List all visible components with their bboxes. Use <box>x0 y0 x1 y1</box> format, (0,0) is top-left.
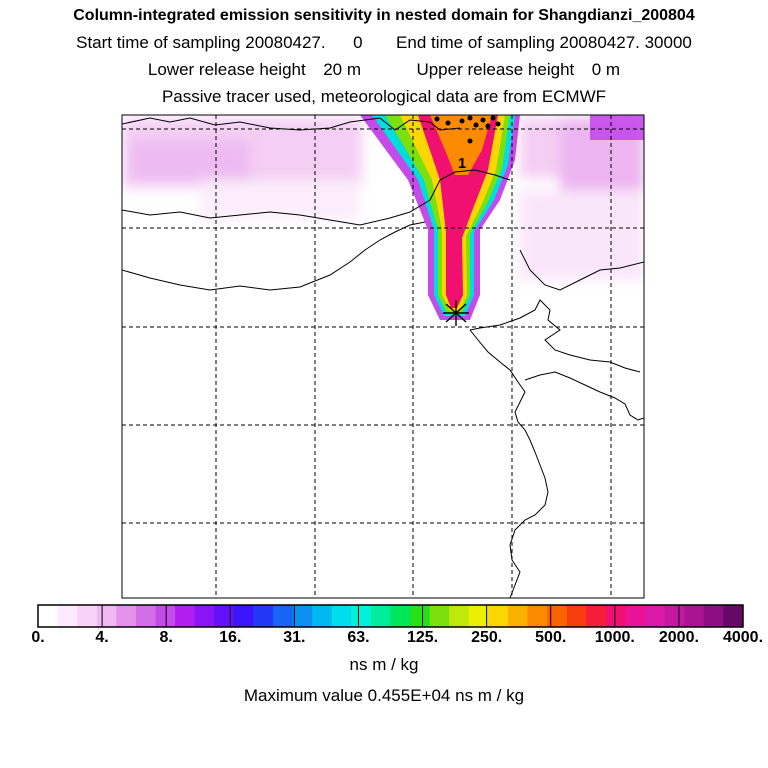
colorbar-cell <box>331 605 352 627</box>
max-value: 0.455E+04 <box>367 686 451 705</box>
graticule <box>122 115 644 598</box>
colorbar-cell <box>96 605 117 627</box>
start-hour-value: 0 <box>353 33 363 52</box>
end-time-value: 20080427. 30000 <box>559 33 692 52</box>
colorbar-cell <box>77 605 98 627</box>
colorbar-cell <box>468 605 489 627</box>
high-sensitivity-patch <box>590 115 644 140</box>
colorbar-cell <box>703 605 724 627</box>
upper-height-label: Upper release height <box>416 60 575 79</box>
chart-subtitle: Passive tracer used, meteorological data… <box>161 87 607 106</box>
colorbar-cell <box>488 605 509 627</box>
colorbar-cell <box>605 605 626 627</box>
colorbar-cell <box>566 605 587 627</box>
colorbar-cell <box>625 605 646 627</box>
lower-height-value: 20 m <box>323 60 361 79</box>
colorbar-cell <box>116 605 137 627</box>
colorbar-cell <box>547 605 568 627</box>
colorbar-cell <box>449 605 470 627</box>
map-plot: 1 <box>121 114 645 599</box>
upper-height-value: 0 m <box>591 60 621 79</box>
colorbar-cell <box>253 605 274 627</box>
contour-label: 1 <box>458 155 466 172</box>
max-value-unit: ns m / kg <box>455 686 525 705</box>
coastlines <box>122 117 644 598</box>
colorbar-cell <box>527 605 548 627</box>
colorbar-cell <box>135 605 156 627</box>
colorbar-cell <box>214 605 235 627</box>
colorbar-cell <box>390 605 411 627</box>
colorbar-tick-label: 1000. <box>594 629 635 646</box>
colorbar-cell <box>175 605 196 627</box>
colorbar-cell <box>723 605 744 627</box>
end-time-label: End time of sampling <box>396 33 555 52</box>
colorbar-cell <box>312 605 333 627</box>
colorbar-cell <box>664 605 685 627</box>
colorbar-tick-label: 4. <box>95 629 109 646</box>
colorbar-tick-label: 125. <box>406 629 439 646</box>
colorbar-cell <box>194 605 215 627</box>
colorbar-cell <box>233 605 254 627</box>
colorbar-frame <box>37 604 744 628</box>
particle-dots <box>434 115 501 144</box>
colorbar-cell <box>38 605 59 627</box>
colorbar-cell <box>684 605 705 627</box>
colorbar-cell <box>351 605 372 627</box>
maximum-value-line: Maximum value 0.455E+04 ns m / kg <box>0 686 768 706</box>
low-sensitivity-haze <box>122 118 644 280</box>
colorbar-tick-label: 16. <box>219 629 242 646</box>
colorbar-tick-label: 63. <box>347 629 370 646</box>
colorbar-cell <box>370 605 391 627</box>
lower-height-label: Lower release height <box>147 60 306 79</box>
chart-title: Column-integrated emission sensitivity i… <box>73 7 695 24</box>
colorbar-cell <box>292 605 313 627</box>
colorbar-tick-label: 500. <box>535 629 567 646</box>
plume-core <box>418 115 498 308</box>
colorbar <box>37 604 744 628</box>
colorbar-cell <box>645 605 666 627</box>
colorbar-tick-label: 31. <box>283 629 306 646</box>
colorbar-tick-label: 2000. <box>658 629 699 646</box>
colorbar-cell <box>155 605 176 627</box>
colorbar-cell <box>429 605 450 627</box>
colorbar-tick-label: 0. <box>31 629 45 646</box>
release-height-line: Lower release height 20 m Upper release … <box>0 60 768 80</box>
plot-frame <box>121 114 645 599</box>
start-time-label: Start time of sampling <box>76 33 241 52</box>
colorbar-unit: ns m / kg <box>349 655 419 674</box>
colorbar-tick-label: 4000. <box>722 629 764 646</box>
sampling-time-line: Start time of sampling 20080427. 0 End t… <box>0 33 768 53</box>
colorbar-tick-label: 250. <box>471 629 503 646</box>
max-value-label: Maximum value <box>243 686 363 705</box>
colorbar-tick-label: 8. <box>159 629 173 646</box>
colorbar-cell <box>57 605 78 627</box>
colorbar-cell <box>273 605 294 627</box>
colorbar-cell <box>586 605 607 627</box>
plume-orange <box>430 115 492 175</box>
colorbar-cell <box>410 605 431 627</box>
receptor-marker <box>443 300 469 326</box>
start-time-value: 20080427. <box>245 33 326 52</box>
colorbar-cell <box>508 605 529 627</box>
